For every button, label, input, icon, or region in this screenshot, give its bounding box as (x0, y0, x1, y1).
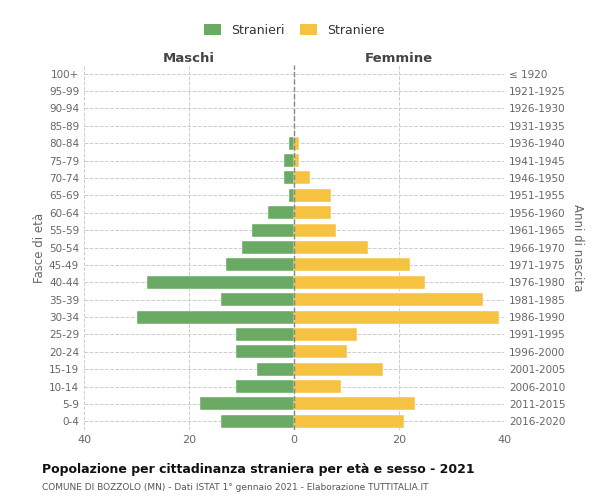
Bar (294, 398, 415, 410)
Bar (137, 310, 294, 324)
Y-axis label: Anni di nascita: Anni di nascita (571, 204, 584, 291)
Bar (294, 206, 331, 220)
Bar (221, 293, 294, 306)
Bar (236, 328, 294, 341)
Bar (199, 398, 294, 410)
Bar (294, 224, 336, 236)
Bar (221, 415, 294, 428)
Bar (294, 293, 483, 306)
Bar (241, 241, 294, 254)
Legend: Stranieri, Straniere: Stranieri, Straniere (200, 20, 388, 40)
Y-axis label: Fasce di età: Fasce di età (33, 212, 46, 282)
Bar (252, 224, 294, 236)
Bar (294, 362, 383, 376)
Bar (284, 154, 294, 167)
Bar (268, 206, 294, 220)
Text: COMUNE DI BOZZOLO (MN) - Dati ISTAT 1° gennaio 2021 - Elaborazione TUTTITALIA.IT: COMUNE DI BOZZOLO (MN) - Dati ISTAT 1° g… (42, 482, 428, 492)
Bar (294, 136, 299, 149)
Bar (236, 346, 294, 358)
Bar (294, 154, 299, 167)
Bar (294, 241, 367, 254)
Text: Femmine: Femmine (365, 52, 433, 65)
Bar (294, 380, 341, 393)
Bar (294, 346, 347, 358)
Bar (294, 276, 425, 289)
Bar (294, 172, 310, 184)
Text: Popolazione per cittadinanza straniera per età e sesso - 2021: Popolazione per cittadinanza straniera p… (42, 462, 475, 475)
Bar (289, 136, 294, 149)
Bar (284, 172, 294, 184)
Bar (289, 189, 294, 202)
Text: Maschi: Maschi (163, 52, 215, 65)
Bar (294, 415, 404, 428)
Bar (294, 258, 409, 272)
Bar (147, 276, 294, 289)
Bar (226, 258, 294, 272)
Bar (257, 362, 294, 376)
Bar (236, 380, 294, 393)
Bar (294, 189, 331, 202)
Bar (294, 310, 499, 324)
Bar (294, 328, 357, 341)
